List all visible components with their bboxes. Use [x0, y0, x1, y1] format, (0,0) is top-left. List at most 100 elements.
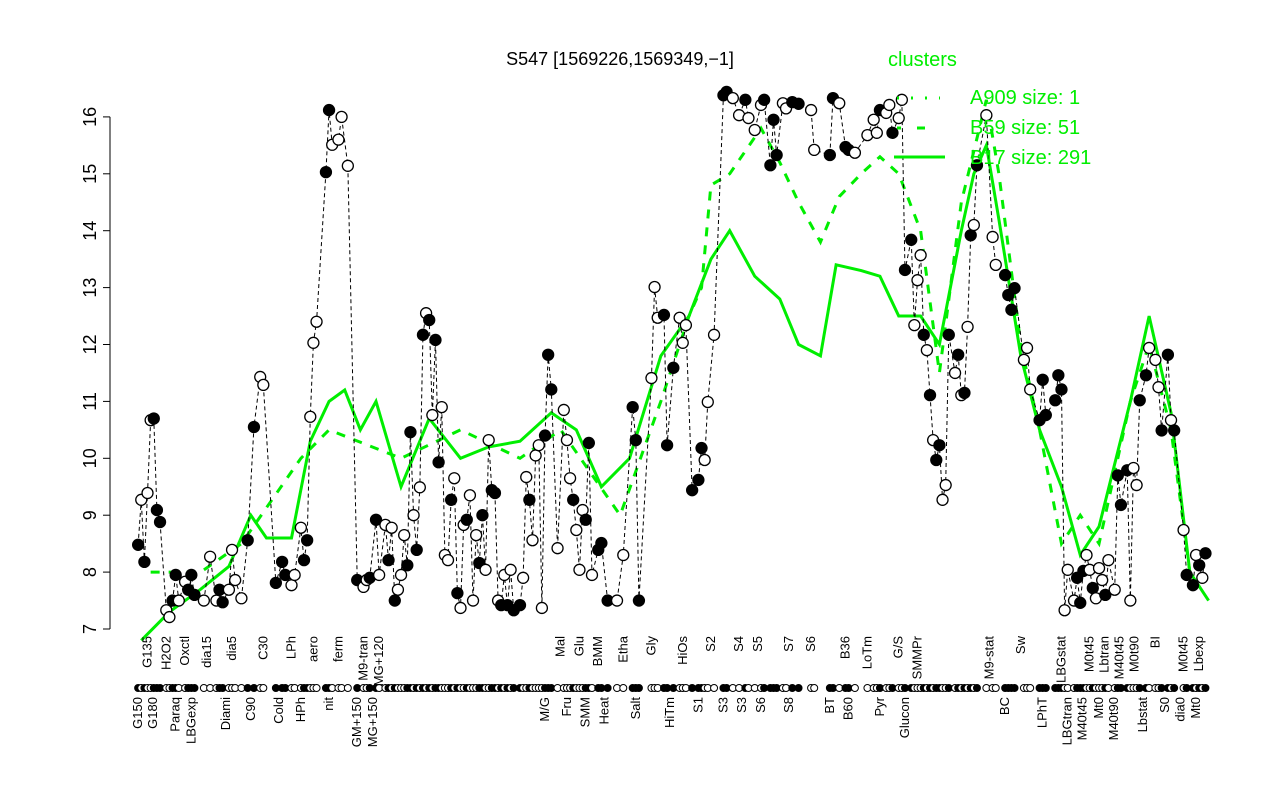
strip-marker [343, 684, 352, 692]
data-point [1102, 554, 1115, 567]
data-point [1108, 583, 1121, 596]
data-point [573, 563, 586, 576]
x-tick-label: LoTm [859, 636, 874, 669]
y-tick-label: 8 [80, 567, 100, 577]
data-point [936, 493, 949, 506]
data-point [416, 328, 430, 341]
x-tick-label: S8 [781, 697, 796, 713]
x-tick-label: BT [822, 697, 837, 714]
data-point [632, 594, 646, 607]
y-tick-label: 12 [80, 334, 100, 354]
x-tick-label: Lbstat [1135, 697, 1150, 733]
x-tick-label: S4 [731, 636, 746, 652]
data-point [222, 583, 236, 596]
data-point [529, 449, 542, 462]
data-point [942, 328, 955, 341]
x-tick-label: Glucon [897, 697, 912, 738]
data-point [410, 543, 423, 557]
x-tick-label: H2O2 [158, 636, 173, 670]
data-point [388, 594, 401, 607]
strip-marker [619, 684, 628, 692]
data-point [460, 513, 473, 526]
data-point [563, 472, 577, 485]
data-point [917, 328, 930, 341]
x-tick-label: HiTm [662, 697, 677, 728]
y-tick-label: 7 [80, 624, 100, 634]
legend-title: clusters [888, 49, 957, 71]
data-point [660, 439, 674, 452]
data-point [429, 333, 442, 347]
data-point [294, 521, 308, 534]
strip-marker [850, 684, 859, 692]
data-point [970, 159, 984, 172]
data-point [1086, 581, 1099, 595]
chart-title: S547 [1569226,1569349,−1] [506, 49, 734, 69]
data-point [385, 521, 398, 534]
legend-label-a909: A909 size: 1 [970, 87, 1080, 109]
data-point [401, 559, 414, 572]
x-tick-label: G135 [140, 636, 155, 668]
x-tick-label: Sw [1013, 635, 1028, 654]
cluster-strip [134, 684, 1210, 692]
data-point [153, 515, 167, 529]
data-point [203, 550, 217, 563]
data-point [967, 218, 980, 232]
data-point [369, 513, 383, 526]
data-point [1096, 573, 1109, 587]
y-tick-label: 9 [80, 510, 100, 520]
data-point [444, 493, 458, 506]
data-point [679, 319, 693, 332]
data-point [185, 568, 198, 582]
x-tick-label: G150 [130, 697, 145, 729]
x-tick-label: BI [1147, 636, 1162, 648]
data-point [466, 594, 480, 607]
data-point [667, 361, 680, 374]
x-tick-label: HiOs [675, 636, 690, 665]
y-tick-label: 10 [80, 448, 100, 468]
x-tick-label: C90 [243, 697, 258, 721]
strip-marker [1010, 684, 1019, 692]
data-point [391, 583, 405, 596]
data-point [767, 113, 780, 126]
x-tick-label: G180 [145, 697, 160, 729]
data-point [307, 336, 320, 349]
data-point [413, 481, 426, 494]
data-point [300, 534, 314, 547]
x-tick-label: dia15 [199, 636, 214, 668]
data-point [1099, 588, 1112, 602]
data-point [911, 274, 924, 287]
data-point [1133, 394, 1146, 407]
data-point [523, 493, 536, 506]
x-tick-label: dia5 [224, 636, 239, 661]
x-tick-label: S6 [753, 697, 768, 713]
data-point [707, 328, 721, 341]
data-point [726, 91, 739, 105]
legend-label-b17: B17 size: 291 [970, 147, 1091, 169]
x-tick-label: BMM [590, 636, 605, 666]
x-tick-label: S6 [803, 636, 818, 652]
strip-marker [634, 684, 643, 692]
data-point [516, 571, 530, 584]
x-tick-label: LBGtran [1060, 697, 1075, 745]
data-point [1124, 594, 1137, 607]
data-point [695, 441, 708, 455]
profile-polyline [137, 91, 1206, 619]
x-tick-label: M0t45 [1082, 636, 1097, 672]
data-point [335, 110, 348, 124]
data-point [141, 486, 154, 500]
data-point [1142, 341, 1156, 355]
y-tick-label: 11 [80, 392, 100, 411]
data-point [225, 543, 239, 557]
x-tick-label: Oxctl [177, 636, 192, 666]
data-point [538, 429, 552, 442]
x-tick-label: SMM [578, 697, 593, 727]
data-point [579, 513, 592, 526]
strip-marker [190, 684, 199, 692]
x-tick-label: HPh [293, 697, 308, 722]
cluster-line-b17 [140, 140, 1210, 642]
data-point [1186, 579, 1200, 592]
data-point [867, 113, 880, 126]
data-point [454, 601, 467, 615]
data-point [582, 436, 595, 450]
cluster-lines [140, 99, 1210, 642]
